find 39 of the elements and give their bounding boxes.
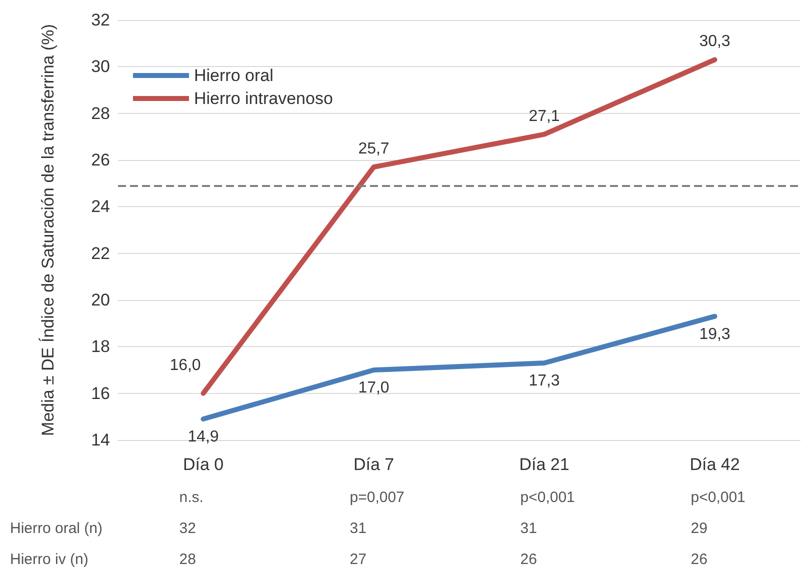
- legend-label: Hierro intravenoso: [194, 89, 333, 108]
- data-label: 17,3: [528, 372, 560, 390]
- text: 32: [179, 520, 196, 537]
- y-tick-label: 30: [91, 57, 110, 76]
- text: 28: [179, 551, 196, 567]
- data-label: 14,9: [188, 428, 219, 446]
- y-tick-label: 32: [91, 10, 110, 30]
- y-tick-label: 26: [91, 150, 110, 170]
- text: 26: [520, 551, 537, 567]
- y-tick-label: 18: [91, 337, 110, 356]
- text: Hierro oral (n): [10, 520, 103, 537]
- text: 29: [690, 520, 708, 537]
- y-tick-label: 28: [91, 104, 110, 123]
- x-tick-label: Día 0: [182, 455, 224, 474]
- y-axis-title: Media ± DE Índice de Saturación de la transferrina (%): [38, 24, 58, 436]
- data-label: 19,3: [699, 326, 730, 343]
- text: Hierro iv (n): [10, 551, 88, 567]
- y-tick-label: 16: [91, 384, 110, 403]
- text: p<0,001: [520, 489, 575, 506]
- text: n.s.: [179, 489, 204, 506]
- text: p<0,001: [690, 489, 746, 506]
- x-tick-label: Día 7: [353, 455, 394, 474]
- y-tick-label: 24: [91, 197, 110, 216]
- text: p=0,007: [350, 489, 404, 506]
- data-label: 30,3: [699, 33, 730, 50]
- x-tick-label: Día 21: [519, 455, 570, 474]
- legend-label: Hierro oral: [194, 66, 274, 85]
- data-label: 25,7: [358, 140, 390, 158]
- text: 31: [350, 520, 366, 537]
- y-tick-label: 22: [91, 244, 110, 263]
- x-tick-label: Día 42: [690, 455, 740, 474]
- text: 31: [520, 520, 537, 537]
- data-label: 17,0: [358, 380, 390, 396]
- text: 26: [690, 551, 708, 567]
- y-tick-label: 20: [91, 290, 110, 310]
- text: 27: [350, 551, 366, 567]
- data-label: 16,0: [170, 356, 201, 374]
- data-label: 27,1: [528, 108, 560, 125]
- y-tick-label: 14: [91, 430, 110, 450]
